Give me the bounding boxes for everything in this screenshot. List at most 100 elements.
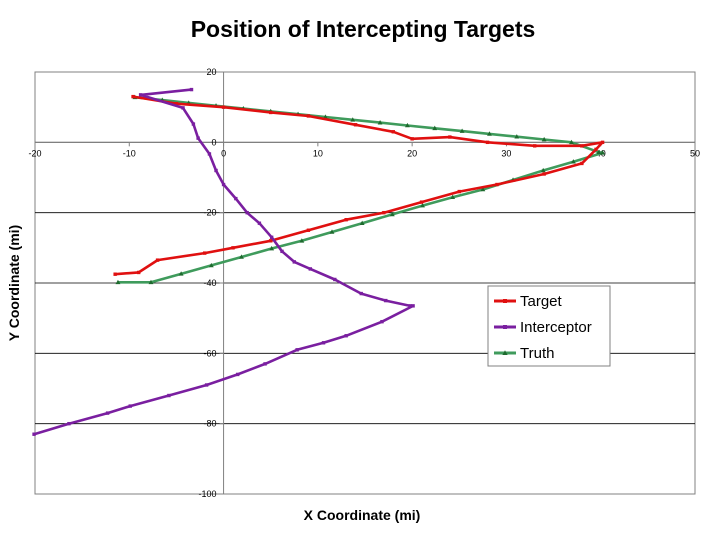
- data-point-target: [485, 140, 490, 145]
- legend-marker-truth: [502, 350, 508, 355]
- data-point-interceptor: [32, 432, 36, 436]
- data-point-target: [580, 161, 584, 166]
- data-point-target: [391, 130, 395, 134]
- data-point-target: [410, 137, 414, 141]
- data-point-truth: [420, 203, 425, 208]
- x-tick-label: 10: [313, 148, 323, 158]
- data-point-interceptor: [333, 277, 337, 282]
- legend-marker-target: [503, 299, 507, 303]
- data-point-interceptor: [67, 421, 71, 426]
- data-point-truth: [377, 120, 383, 125]
- data-point-target: [495, 182, 499, 187]
- data-point-interceptor: [191, 122, 196, 126]
- data-point-interceptor: [204, 383, 209, 387]
- data-point-interceptor: [167, 393, 171, 398]
- series-group: [32, 87, 605, 436]
- y-tick-label: -40: [204, 278, 217, 288]
- data-point-interceptor: [308, 267, 313, 271]
- y-tick-label: -80: [204, 419, 217, 429]
- data-point-interceptor: [105, 411, 110, 415]
- data-point-truth: [459, 128, 465, 133]
- data-point-interceptor: [408, 304, 412, 308]
- data-point-interceptor: [236, 372, 240, 377]
- data-point-interceptor: [245, 210, 249, 215]
- data-point-target: [457, 189, 461, 194]
- data-point-target: [203, 251, 207, 255]
- data-point-truth: [480, 186, 486, 192]
- data-point-target: [269, 239, 273, 243]
- data-point-truth: [487, 131, 492, 136]
- axes: [34, 71, 696, 495]
- data-point-interceptor: [189, 87, 194, 92]
- data-point-target: [221, 105, 226, 109]
- data-point-target: [269, 110, 273, 115]
- data-point-target: [131, 94, 135, 99]
- data-point-interceptor: [207, 152, 212, 156]
- data-point-target: [344, 218, 348, 222]
- data-point-target: [174, 101, 179, 106]
- y-tick-label: -100: [199, 489, 217, 499]
- data-point-truth: [540, 167, 546, 173]
- data-point-target: [382, 210, 386, 215]
- data-point-target: [113, 272, 117, 276]
- data-point-truth: [299, 238, 305, 243]
- x-tick-label: 50: [690, 148, 700, 158]
- data-point-truth: [359, 220, 365, 226]
- x-tick-label: 0: [221, 148, 226, 158]
- series-line-target: [115, 95, 604, 276]
- data-point-truth: [329, 229, 335, 234]
- data-point-target: [306, 228, 311, 232]
- data-point-target: [542, 172, 546, 176]
- data-point-interceptor: [257, 221, 262, 225]
- data-point-interceptor: [214, 168, 218, 173]
- data-point-truth: [569, 139, 574, 145]
- data-point-target: [580, 144, 584, 148]
- chart-title: Position of Intercepting Targets: [191, 16, 536, 42]
- data-point-interceptor: [411, 304, 415, 308]
- legend-label-truth: Truth: [520, 345, 554, 362]
- data-point-truth: [541, 136, 547, 142]
- y-tick-label: -60: [204, 348, 217, 358]
- data-point-truth: [596, 149, 602, 154]
- data-point-interceptor: [380, 319, 384, 324]
- data-point-interceptor: [280, 249, 284, 254]
- data-point-truth: [208, 262, 214, 268]
- data-point-target: [419, 200, 424, 204]
- data-point-truth: [405, 122, 410, 128]
- legend-items: Target Interceptor Truth: [494, 293, 592, 362]
- data-point-target: [353, 123, 358, 127]
- data-point-interceptor: [384, 298, 388, 303]
- data-point-target: [594, 147, 598, 152]
- data-point-truth: [350, 117, 356, 122]
- y-tick-label: -20: [204, 208, 217, 218]
- data-point-truth: [514, 134, 520, 139]
- legend-marker-interceptor: [503, 325, 507, 329]
- data-point-target: [155, 258, 160, 262]
- data-point-interceptor: [138, 93, 143, 97]
- data-point-truth: [148, 279, 154, 285]
- data-point-interceptor: [295, 348, 299, 352]
- x-tick-label: -20: [28, 148, 41, 158]
- data-point-truth: [239, 254, 244, 259]
- legend-label-target: Target: [520, 293, 563, 310]
- data-point-truth: [115, 279, 121, 285]
- data-point-target: [231, 246, 235, 250]
- data-point-target: [306, 114, 311, 118]
- data-point-interceptor: [359, 291, 363, 296]
- data-point-truth: [178, 271, 184, 276]
- data-point-interceptor: [344, 334, 348, 338]
- data-point-truth: [450, 194, 456, 199]
- legend-label-interceptor: Interceptor: [520, 319, 592, 336]
- y-axis-label: Y Coordinate (mi): [6, 225, 22, 341]
- data-point-target: [137, 270, 141, 275]
- data-point-target: [533, 144, 537, 148]
- data-point-truth: [269, 245, 275, 251]
- data-point-interceptor: [292, 260, 296, 264]
- y-tick-label: 20: [207, 67, 217, 77]
- data-point-interceptor: [269, 235, 274, 239]
- x-axis-label: X Coordinate (mi): [304, 507, 421, 523]
- data-point-interceptor: [321, 341, 326, 345]
- x-tick-label: 20: [407, 148, 417, 158]
- data-point-truth: [432, 125, 438, 131]
